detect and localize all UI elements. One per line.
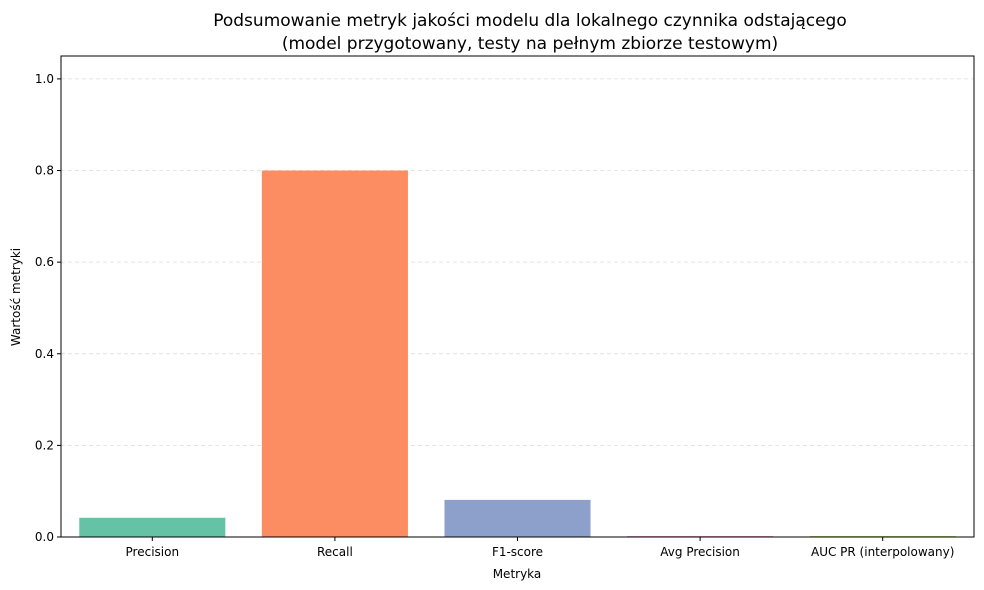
y-tick-label: 0.0 <box>35 530 54 544</box>
y-tick-label: 0.8 <box>35 164 54 178</box>
bar <box>444 499 591 537</box>
x-tick-label: AUC PR (interpolowany) <box>811 545 954 559</box>
y-tick-label: 0.2 <box>35 438 54 452</box>
x-tick-label: Avg Precision <box>660 545 740 559</box>
bar <box>79 517 226 537</box>
y-axis-label: Wartość metryki <box>9 248 23 346</box>
x-tick-label: F1-score <box>492 545 543 559</box>
bar <box>261 170 408 537</box>
x-tick-label: Recall <box>317 545 353 559</box>
chart-title: Podsumowanie metryk jakości modelu dla l… <box>213 11 847 31</box>
x-tick-label: Precision <box>126 545 180 559</box>
x-axis-ticks: Precision Recall F1-score Avg Precision AUC … <box>126 537 954 559</box>
bars <box>79 170 956 537</box>
grid-lines <box>61 78 974 446</box>
plot-frame <box>60 55 975 538</box>
y-tick-label: 1.0 <box>35 72 54 86</box>
y-tick-label: 0.6 <box>35 255 54 269</box>
y-tick-label: 0.4 <box>35 347 54 361</box>
x-axis-label: Metryka <box>493 567 542 581</box>
chart-subtitle: (model przygotowany, testy na pełnym zbi… <box>282 34 778 54</box>
y-axis-ticks: 0.0 0.2 0.4 0.6 0.8 1.0 <box>35 72 61 544</box>
